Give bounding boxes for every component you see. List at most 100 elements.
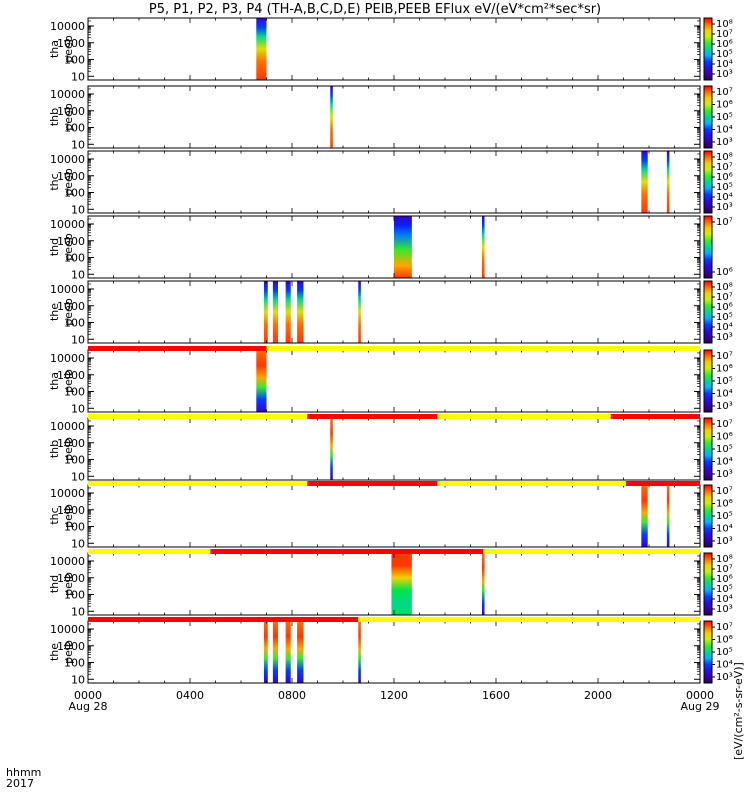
y-tick-label: 10 — [71, 138, 85, 151]
mode-bar-segment — [437, 414, 611, 419]
colorbar-tick-label: 10⁶ — [716, 432, 733, 443]
y-tick-label: 1000 — [57, 105, 85, 118]
colorbar-tick-label: 10⁶ — [716, 364, 733, 375]
y-tick-label: 100 — [64, 589, 85, 602]
x-tick-label: 0000 — [74, 689, 102, 702]
panel-product-label: peib — [62, 504, 75, 528]
mode-bar-segment — [437, 481, 627, 486]
mode-bar-segment — [88, 481, 308, 486]
y-tick-label: 100 — [64, 317, 85, 330]
colorbar-tick-label: 10³ — [716, 69, 733, 80]
colorbar — [703, 552, 713, 616]
spectrogram-segment — [263, 281, 268, 343]
colorbar-tick-label: 10³ — [716, 401, 733, 412]
colorbar-tick-label: 10⁴ — [716, 524, 733, 535]
spectrogram-segment — [391, 553, 412, 615]
y-tick-label: 10 — [71, 402, 85, 415]
y-tick-label: 10000 — [50, 487, 85, 500]
spectrogram-segment — [272, 621, 278, 683]
y-tick-label: 1000 — [57, 369, 85, 382]
panel-probe-label: the — [48, 303, 61, 321]
x-tick-label: 0400 — [176, 689, 204, 702]
colorbar-tick-label: 10⁵ — [716, 647, 733, 658]
colorbar — [703, 17, 713, 81]
colorbar-tick-label: 10⁴ — [716, 594, 733, 605]
panel-product-label: peib — [62, 369, 75, 393]
spectrogram-segment — [330, 86, 333, 148]
mode-bar-segment — [483, 549, 700, 554]
colorbar-tick-label: 10⁷ — [716, 622, 733, 633]
panel-product-label: peeb — [62, 35, 75, 63]
colorbar-tick-label: 10⁷ — [716, 162, 733, 173]
x-tick-label: 1200 — [380, 689, 408, 702]
panel-frame — [87, 349, 701, 413]
spectrogram-segment — [297, 281, 304, 343]
y-tick-label: 100 — [64, 454, 85, 467]
colorbar-tick-label: 10⁴ — [716, 125, 733, 136]
panel-product-label: peeb — [62, 103, 75, 131]
panel-probe-label: thd — [48, 238, 61, 256]
panel-probe-label: thb — [48, 440, 61, 458]
y-tick-label: 1000 — [57, 170, 85, 183]
x-tick-label: 1600 — [482, 689, 510, 702]
colorbar-tick-label: 10⁶ — [716, 574, 733, 585]
spectrogram-segment — [481, 216, 485, 278]
colorbar-tick-label: 10³ — [716, 536, 733, 547]
panel-frame — [87, 417, 701, 481]
colorbar-tick-label: 10⁴ — [716, 660, 733, 671]
colorbar-tick-label: 10³ — [716, 332, 733, 343]
colorbar-unit-label: [eV/(cm²-s-sr-eV)] — [732, 662, 745, 760]
y-tick-label: 1000 — [57, 572, 85, 585]
footer-year-label: 2017 — [6, 777, 34, 790]
y-tick-label: 10000 — [50, 420, 85, 433]
colorbar-tick-label: 10⁷ — [716, 29, 733, 40]
y-tick-label: 10000 — [50, 88, 85, 101]
colorbar-tick-label: 10⁵ — [716, 112, 733, 123]
colorbar-tick-label: 10⁷ — [716, 419, 733, 430]
colorbar-tick-label: 10⁸ — [716, 282, 733, 293]
spectrogram-segment — [666, 485, 670, 547]
colorbar-tick-label: 10⁷ — [716, 217, 733, 228]
colorbar-tick-label: 10⁵ — [716, 376, 733, 387]
spectrogram-segment — [641, 151, 648, 213]
colorbar-tick-label: 10⁷ — [716, 87, 733, 98]
page-title: P5, P1, P2, P3, P4 (TH-A,B,C,D,E) PEIB,P… — [148, 2, 602, 17]
y-tick-label: 1000 — [57, 235, 85, 248]
colorbar-tick-label: 10⁴ — [716, 322, 733, 333]
x-tick-label: 0800 — [278, 689, 306, 702]
colorbar-tick-label: 10³ — [716, 672, 733, 683]
panel-frame — [87, 150, 701, 214]
panel-frame — [87, 620, 701, 684]
y-tick-label: 100 — [64, 252, 85, 265]
spectrogram-segment — [263, 621, 268, 683]
panel-probe-label: tha — [48, 40, 61, 58]
colorbar-tick-label: 10⁷ — [716, 351, 733, 362]
spectrogram-segment — [297, 621, 304, 683]
panel-product-label: peeb — [62, 168, 75, 196]
y-tick-label: 1000 — [57, 300, 85, 313]
panel-probe-label: the — [48, 643, 61, 661]
y-tick-label: 10 — [71, 70, 85, 83]
mode-bar-segment — [88, 549, 211, 554]
panel-probe-label: thc — [48, 507, 61, 524]
colorbar-tick-label: 10⁶ — [716, 172, 733, 183]
y-tick-label: 100 — [64, 54, 85, 67]
colorbar-tick-label: 10³ — [716, 604, 733, 615]
colorbar — [703, 349, 713, 413]
colorbar-tick-label: 10⁶ — [716, 635, 733, 646]
colorbar-tick-label: 10⁷ — [716, 564, 733, 575]
colorbar-tick-label: 10⁷ — [716, 292, 733, 303]
colorbar-tick-label: 10⁷ — [716, 486, 733, 497]
y-tick-label: 10 — [71, 605, 85, 618]
y-tick-label: 100 — [64, 187, 85, 200]
mode-bar-segment — [626, 481, 700, 486]
colorbar-tick-label: 10⁸ — [716, 152, 733, 163]
panel-product-label: peib — [62, 572, 75, 596]
y-tick-label: 100 — [64, 657, 85, 670]
colorbar — [703, 150, 713, 214]
y-tick-label: 10 — [71, 470, 85, 483]
y-tick-label: 10 — [71, 537, 85, 550]
panel-frame — [87, 484, 701, 548]
spectrogram-segment — [272, 281, 278, 343]
